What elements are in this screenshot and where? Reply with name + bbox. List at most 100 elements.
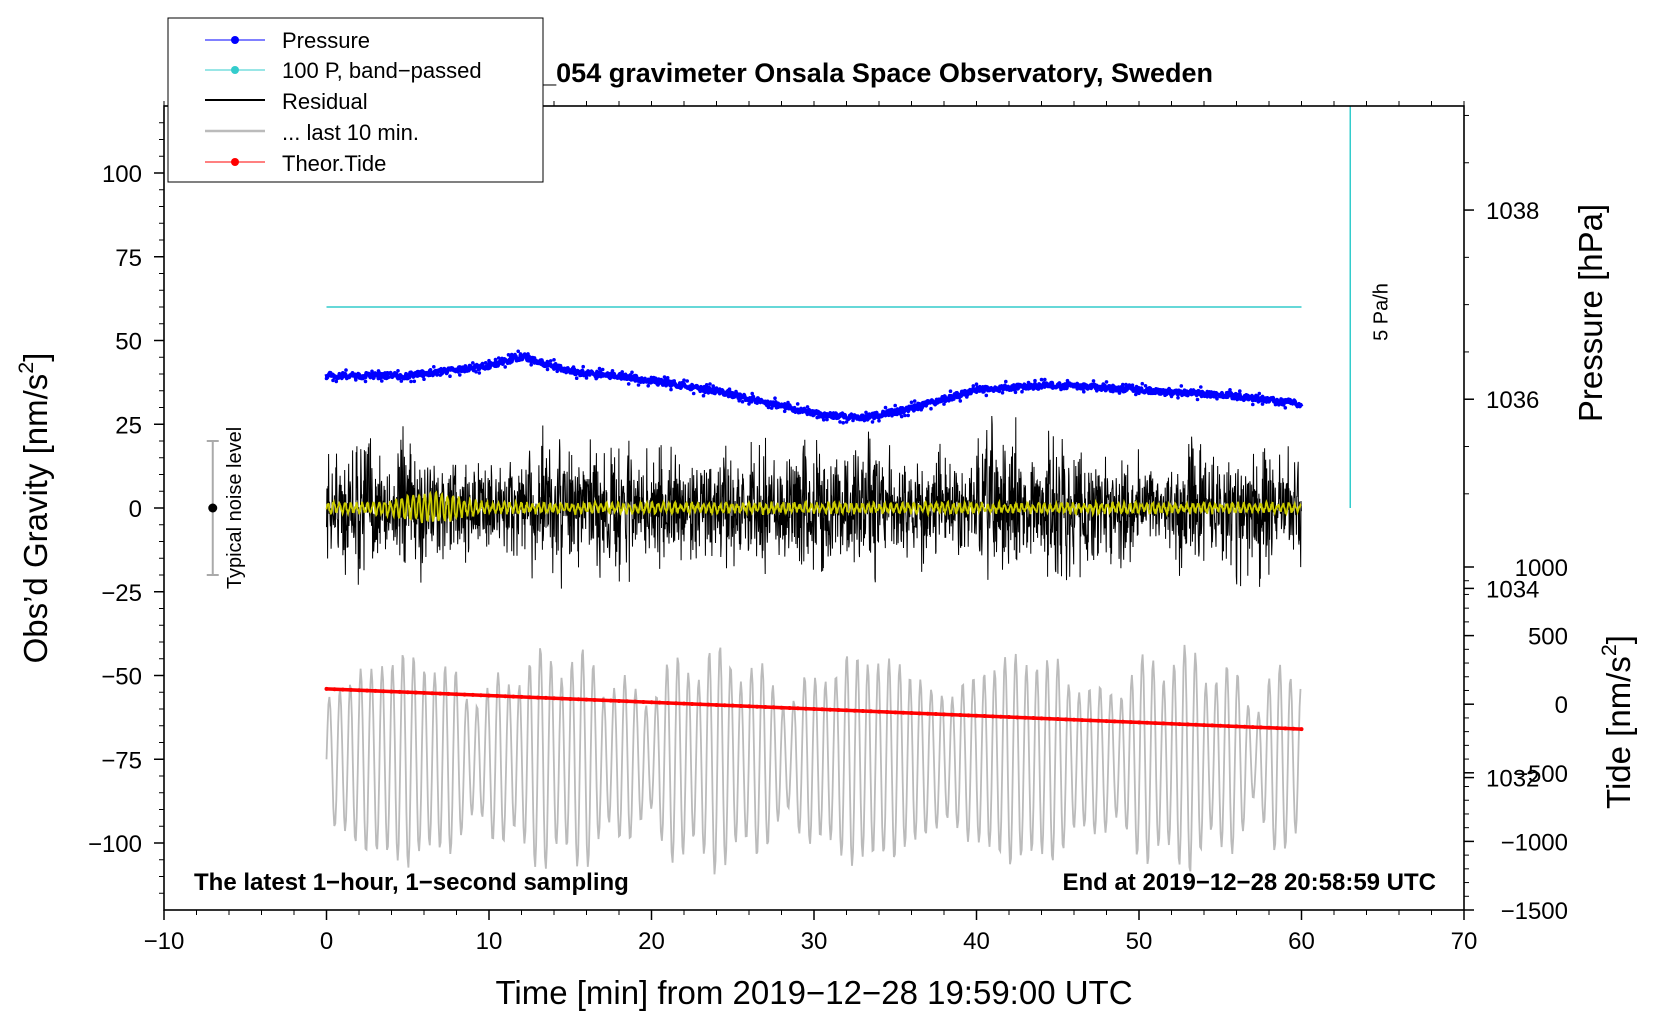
tide-point <box>1283 726 1288 731</box>
tide-point <box>470 692 475 697</box>
pressure-point <box>802 409 806 414</box>
pressure-point <box>932 400 936 405</box>
pressure-point <box>480 361 485 366</box>
tide-point <box>836 708 841 712</box>
tide-point <box>698 702 703 707</box>
pressure-point <box>474 370 478 374</box>
pressure-point <box>574 376 579 381</box>
tide-point <box>625 699 630 704</box>
pressure-point <box>1247 396 1252 401</box>
tide-point <box>763 705 768 709</box>
pressure-point <box>984 393 989 398</box>
tide-point <box>552 696 556 701</box>
tide-point <box>633 699 638 704</box>
pressure-point <box>610 369 615 373</box>
pressure-point <box>922 400 927 405</box>
pressure-point <box>1234 396 1239 401</box>
series-residual <box>326 415 1302 589</box>
pressure-point <box>646 384 650 388</box>
pressure-point <box>1254 393 1258 398</box>
tide-point <box>1063 717 1068 722</box>
svg-text:Pressure [hPa]: Pressure [hPa] <box>1572 204 1609 422</box>
pressure-point <box>1176 396 1180 400</box>
tide-point <box>966 713 971 718</box>
pressure-point <box>373 373 378 378</box>
legend-label-pressure: Pressure <box>282 28 370 53</box>
pressure-point <box>532 356 537 360</box>
data-layer: 5 Pa/h Typical noise level <box>206 106 1392 875</box>
pressure-point <box>461 365 465 370</box>
svg-text:Obs’d Gravity [nm/s2]: Obs’d Gravity [nm/s2] <box>14 353 54 664</box>
tide-point <box>381 689 386 694</box>
tide-point <box>1242 724 1247 729</box>
y-tick-label-pressure: 1032 <box>1486 766 1539 793</box>
x-tick-label: 50 <box>1126 928 1153 955</box>
pressure-point <box>669 387 673 392</box>
pressure-point <box>1147 391 1151 396</box>
tide-point <box>1267 725 1271 730</box>
tide-point <box>1202 723 1206 728</box>
pressure-point <box>952 397 956 401</box>
pressure-point <box>795 402 800 406</box>
pressure-point <box>756 398 761 403</box>
pressure-point <box>695 385 699 390</box>
tide-point <box>1128 720 1133 725</box>
pressure-point <box>328 373 332 377</box>
tide-point <box>340 687 345 692</box>
noise-label: Typical noise level <box>224 427 246 589</box>
tide-point <box>608 698 613 703</box>
y-tick-label-left: −25 <box>101 580 142 607</box>
pressure-point <box>591 372 595 376</box>
pressure-point <box>1026 380 1031 385</box>
pressure-point <box>542 361 546 366</box>
pressure-point <box>1036 387 1041 391</box>
tide-point <box>1145 720 1150 725</box>
pressure-point <box>419 369 423 374</box>
tide-point <box>397 689 402 694</box>
tide-point <box>495 693 500 698</box>
pressure-point <box>1293 400 1297 404</box>
pressure-point <box>1098 387 1102 392</box>
tide-point <box>990 714 995 719</box>
pressure-point <box>376 369 381 373</box>
y-tick-label-left: 50 <box>115 329 142 356</box>
tide-point <box>478 693 483 698</box>
pressure-point <box>1095 389 1099 393</box>
pressure-point <box>753 400 758 405</box>
tide-point <box>1023 715 1028 720</box>
pressure-point <box>812 413 816 417</box>
pressure-point <box>445 370 449 375</box>
pressure-point <box>997 388 1002 392</box>
tide-point <box>617 699 621 703</box>
pressure-point <box>935 397 940 402</box>
pressure-point <box>1160 388 1164 393</box>
pressure-point <box>737 398 741 403</box>
tide-point <box>901 710 906 715</box>
tide-point <box>405 690 410 695</box>
pressure-point <box>665 376 670 380</box>
pressure-point <box>454 367 459 372</box>
tide-point <box>771 705 776 710</box>
y-tick-label-pressure: 1034 <box>1486 576 1539 603</box>
pressure-point <box>548 359 553 363</box>
pressure-point <box>334 379 339 384</box>
pressure-point <box>776 401 780 406</box>
tide-point <box>487 693 491 698</box>
pressure-point <box>1127 383 1132 387</box>
pressure-point <box>1085 386 1089 391</box>
pressure-point <box>344 368 348 372</box>
tide-point <box>1047 716 1052 721</box>
tide-point <box>714 703 719 707</box>
pressure-point <box>1010 386 1015 391</box>
pressure-point <box>555 369 559 374</box>
pressure-point <box>487 358 491 363</box>
pressure-point <box>1290 400 1294 405</box>
x-tick-label: 10 <box>476 928 503 955</box>
pressure-point <box>1020 389 1024 394</box>
pressure-point <box>363 379 368 384</box>
pressure-point <box>1150 391 1154 396</box>
pressure-point <box>1238 389 1242 393</box>
tide-point <box>1072 717 1076 722</box>
tide-point <box>682 701 686 706</box>
pressure-point <box>1114 388 1119 393</box>
